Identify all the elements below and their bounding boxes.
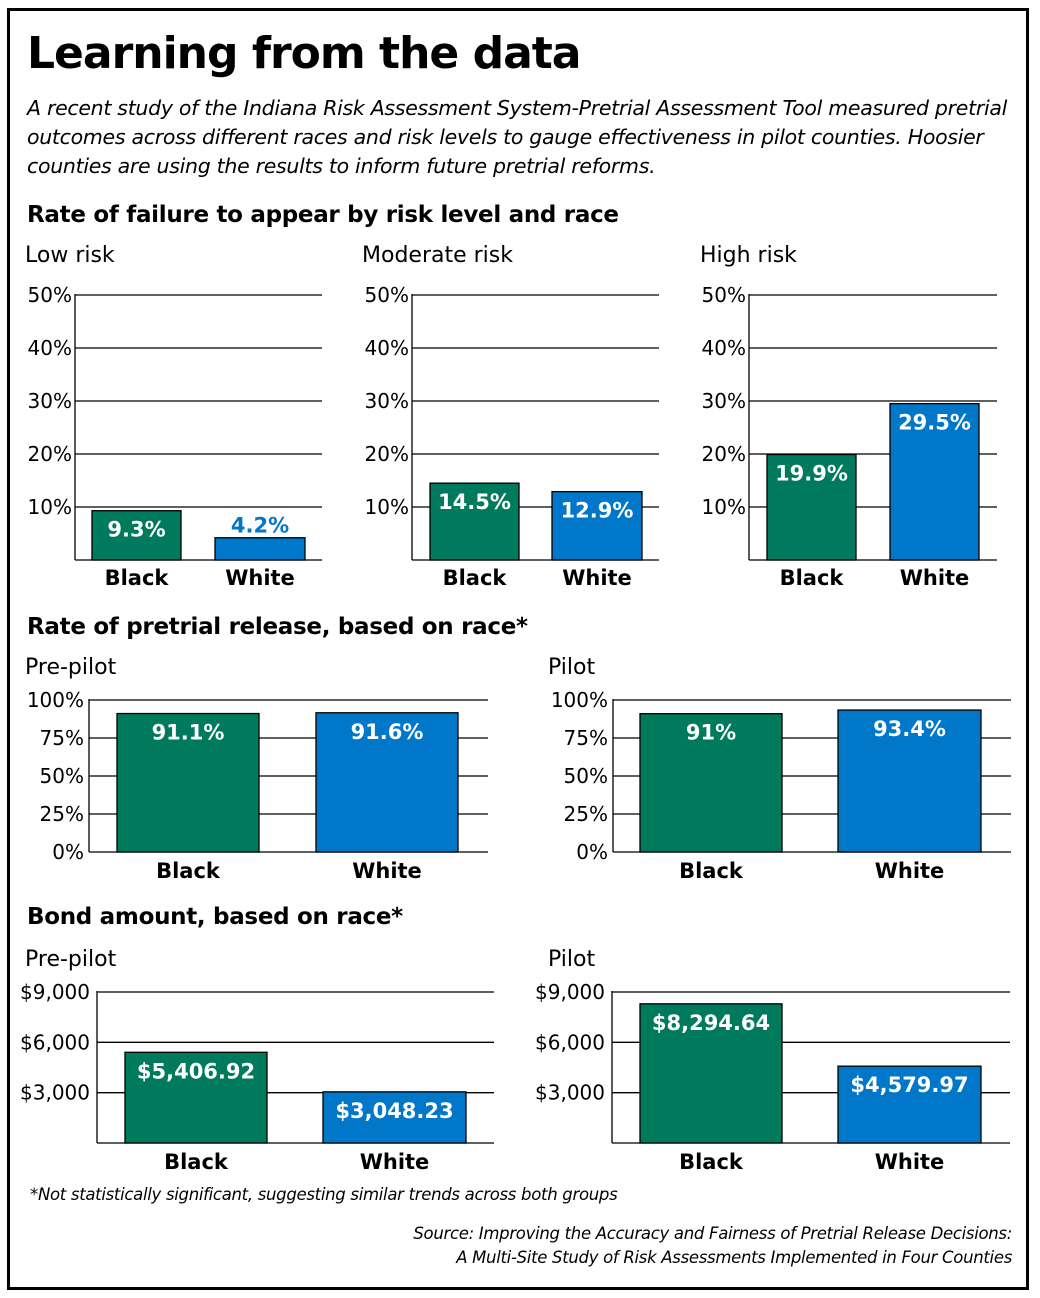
data-label: $5,406.92	[137, 1059, 255, 1083]
data-label: 29.5%	[898, 411, 971, 435]
category-label: Black	[105, 566, 170, 590]
footnote: *Not statistically significant, suggesti…	[30, 1185, 618, 1204]
y-tick-label: 50%	[702, 283, 746, 307]
bar-white	[551, 490, 643, 561]
bar-white	[214, 537, 306, 561]
intro-text: A recent study of the Indiana Risk Asses…	[27, 96, 1008, 178]
y-tick-label: 100%	[27, 688, 84, 712]
y-tick-label: 50%	[365, 283, 409, 307]
bar-white	[322, 1091, 467, 1144]
y-tick-label: 10%	[365, 495, 409, 519]
data-label: 9.3%	[107, 518, 165, 542]
y-tick-label: 10%	[702, 495, 746, 519]
category-label: White	[562, 566, 632, 590]
bar-black	[116, 712, 260, 853]
y-tick-label: 50%	[28, 283, 72, 307]
chart-fta-0: Low risk 10% 20% 30% 40% 50% 9.3% Black 4.2% Whit…	[25, 243, 322, 590]
y-tick-label: $3,000	[20, 1081, 90, 1105]
bar-black	[429, 482, 520, 561]
y-tick-label: 20%	[28, 442, 72, 466]
category-label: White	[360, 1150, 430, 1174]
section-title-fta: Rate of failure to appear by risk level …	[27, 202, 619, 228]
y-tick-label: 30%	[28, 389, 72, 413]
y-tick-label: 25%	[40, 802, 84, 826]
page-title: Learning from the data	[27, 28, 581, 79]
category-label: Black	[443, 566, 508, 590]
bar-black	[124, 1051, 268, 1144]
y-tick-label: $9,000	[20, 980, 90, 1004]
category-label: Black	[780, 566, 845, 590]
y-tick-label: 100%	[551, 688, 608, 712]
chart-subtitle: High risk	[700, 243, 797, 268]
category-label: Black	[156, 859, 221, 883]
category-label: White	[352, 859, 422, 883]
category-label: White	[900, 566, 970, 590]
data-label: 91.6%	[351, 720, 424, 744]
chart-fta-2: High risk 10% 20% 30% 40% 50% 19.9% Black 29.5% W…	[700, 243, 997, 590]
data-label: 91%	[686, 721, 736, 745]
section-title-bond: Bond amount, based on race*	[27, 904, 403, 930]
source-note: Source: Improving the Accuracy and Fairn…	[413, 1222, 1012, 1270]
y-tick-label: 0%	[576, 840, 608, 864]
source-line-2: A Multi-Site Study of Risk Assessments I…	[456, 1248, 1012, 1267]
category-label: Black	[164, 1150, 229, 1174]
chart-subtitle: Moderate risk	[362, 243, 513, 268]
bar-black	[91, 510, 182, 561]
y-tick-label: 30%	[702, 389, 746, 413]
y-tick-label: 50%	[564, 764, 608, 788]
category-label: White	[875, 1150, 945, 1174]
chart-subtitle: Pilot	[548, 947, 595, 972]
category-label: White	[225, 566, 295, 590]
data-label: $4,579.97	[850, 1073, 968, 1097]
category-label: Black	[679, 859, 744, 883]
bar-black	[639, 1003, 783, 1144]
y-tick-label: 20%	[702, 442, 746, 466]
y-tick-label: $9,000	[535, 980, 605, 1004]
bar-white	[837, 709, 982, 853]
y-tick-label: 50%	[40, 764, 84, 788]
y-tick-label: 75%	[564, 726, 608, 750]
category-label: White	[875, 859, 945, 883]
y-tick-label: $6,000	[20, 1030, 90, 1054]
y-tick-label: 20%	[365, 442, 409, 466]
chart-release-3: Pre-pilot 0% 25% 50% 75% 100% 91.1% Black 91.6% W…	[25, 655, 488, 883]
y-tick-label: $3,000	[535, 1081, 605, 1105]
bar-white	[889, 402, 980, 561]
y-tick-label: 40%	[28, 336, 72, 360]
data-label: 91.1%	[152, 721, 225, 745]
data-label: $3,048.23	[335, 1099, 453, 1123]
data-label: $8,294.64	[652, 1011, 770, 1035]
y-tick-label: $6,000	[535, 1030, 605, 1054]
data-label: 4.2%	[231, 514, 289, 538]
section-title-release: Rate of pretrial release, based on race*	[27, 614, 528, 640]
y-tick-label: 40%	[702, 336, 746, 360]
source-line-1: Source: Improving the Accuracy and Fairn…	[413, 1224, 1012, 1243]
y-tick-label: 30%	[365, 389, 409, 413]
data-label: 19.9%	[775, 462, 848, 486]
chart-fta-1: Moderate risk 10% 20% 30% 40% 50% 14.5% Black 12…	[362, 243, 659, 590]
chart-subtitle: Pre-pilot	[25, 655, 117, 680]
chart-bond-6: Pilot $3,000 $6,000 $9,000 $8,294.64 Black $4,…	[535, 947, 1010, 1174]
chart-release-4: Pilot 0% 25% 50% 75% 100% 91% Black 93.4% White	[548, 655, 1011, 883]
chart-subtitle: Low risk	[25, 243, 115, 268]
bar-white	[837, 1065, 982, 1144]
y-tick-label: 25%	[564, 802, 608, 826]
y-tick-label: 10%	[28, 495, 72, 519]
bar-white	[315, 712, 459, 853]
chart-bond-5: Pre-pilot $3,000 $6,000 $9,000 $5,406.92 Blac…	[20, 947, 494, 1174]
bar-black	[766, 453, 857, 561]
category-label: Black	[679, 1150, 744, 1174]
bar-black	[639, 713, 783, 853]
data-label: 12.9%	[561, 499, 634, 523]
y-tick-label: 40%	[365, 336, 409, 360]
y-tick-label: 0%	[52, 840, 84, 864]
chart-subtitle: Pilot	[548, 655, 595, 680]
y-tick-label: 75%	[40, 726, 84, 750]
chart-subtitle: Pre-pilot	[25, 947, 117, 972]
data-label: 93.4%	[873, 717, 946, 741]
data-label: 14.5%	[438, 490, 511, 514]
